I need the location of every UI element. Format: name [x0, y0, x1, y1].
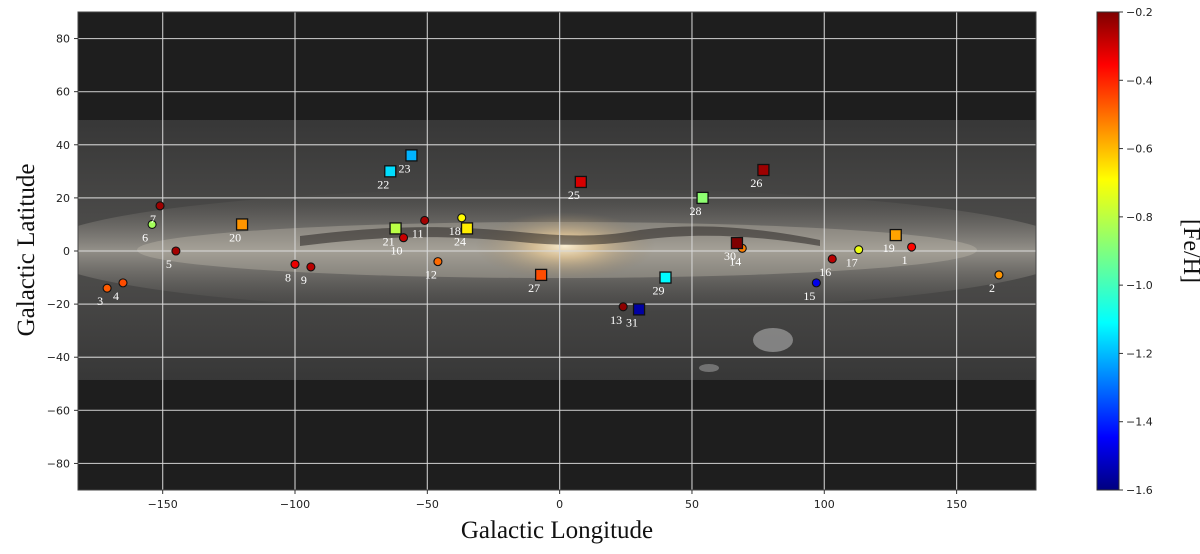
point-label-31: 31	[626, 315, 638, 329]
y-tick-label: 40	[56, 139, 70, 152]
square-marker-25	[574, 175, 587, 189]
point-label-12: 12	[425, 268, 437, 282]
circle-marker-3	[102, 283, 112, 293]
colorbar-tick-label: −1.4	[1126, 416, 1153, 429]
colorbar-tick-label: −0.6	[1126, 143, 1153, 156]
square-marker-27	[534, 268, 548, 282]
point-label-10: 10	[391, 244, 403, 258]
y-tick-label: −60	[47, 404, 70, 417]
x-tick-label: 50	[685, 498, 699, 511]
colorbar-tick-label: −1.2	[1126, 347, 1153, 360]
square-marker-22	[384, 165, 397, 178]
x-tick-label: 100	[814, 498, 835, 511]
point-label-4: 4	[113, 289, 119, 303]
colorbar-tick-label: −1.0	[1126, 279, 1153, 292]
point-label-8: 8	[285, 270, 291, 284]
x-tick-label: 150	[946, 498, 967, 511]
circle-marker-4	[118, 278, 128, 288]
square-marker-20	[235, 218, 249, 231]
circle-marker-5	[171, 246, 181, 256]
point-label-11: 11	[412, 226, 424, 240]
circle-marker-18	[457, 213, 467, 223]
point-label-13: 13	[610, 313, 622, 327]
circle-marker-8	[290, 259, 300, 269]
point-label-14: 14	[729, 254, 741, 268]
point-label-19: 19	[883, 241, 895, 255]
point-label-24: 24	[454, 234, 466, 248]
circle-marker-2	[994, 270, 1004, 280]
colorbar	[1096, 11, 1120, 491]
grid-lines	[78, 12, 1036, 490]
circle-marker-1	[907, 242, 917, 252]
y-tick-label: 20	[56, 192, 70, 205]
point-label-20: 20	[229, 230, 241, 244]
point-label-29: 29	[653, 284, 665, 298]
point-label-22: 22	[377, 177, 389, 191]
point-label-18: 18	[449, 224, 461, 238]
circle-marker-11	[420, 215, 430, 226]
point-label-28: 28	[690, 204, 702, 218]
y-axis-title: Galactic Latitude	[13, 164, 40, 337]
point-label-1: 1	[902, 253, 908, 267]
circle-marker-12	[433, 257, 443, 267]
y-tick-label: 0	[63, 245, 70, 258]
y-tick-label: 80	[56, 33, 70, 46]
square-marker-23	[405, 149, 418, 162]
circle-marker-15	[811, 278, 821, 288]
square-marker-19	[889, 228, 902, 242]
colorbar-title: [Fe/H]	[1178, 219, 1200, 283]
square-marker-28	[696, 191, 709, 205]
x-axis-title: Galactic Longitude	[461, 517, 653, 544]
y-tick-label: −80	[47, 457, 70, 470]
square-marker-31	[632, 303, 646, 316]
square-marker-26	[757, 163, 770, 177]
colorbar-tick-label: −1.6	[1126, 484, 1153, 497]
x-tick-label: −150	[148, 498, 178, 511]
point-label-17: 17	[846, 256, 858, 270]
square-marker-21	[389, 222, 402, 235]
colorbar-ticks: −0.2 −0.4 −0.6 −0.8 −1.0 −1.2 −1.4 −1.6	[1119, 6, 1153, 497]
circle-marker-9	[306, 262, 316, 272]
square-marker-24	[460, 222, 474, 235]
point-label-3: 3	[97, 294, 103, 308]
point-label-9: 9	[301, 273, 307, 287]
circle-marker-17	[854, 245, 864, 255]
x-tick-label: −50	[416, 498, 439, 511]
point-label-23: 23	[398, 161, 410, 175]
point-label-2: 2	[989, 281, 995, 295]
point-label-21: 21	[383, 234, 395, 248]
y-axis-ticks: −80 −60 −40 −20 0 20 40 60 80	[47, 33, 78, 470]
point-label-15: 15	[803, 289, 815, 303]
square-marker-30	[730, 236, 744, 250]
point-label-25: 25	[568, 188, 580, 202]
y-tick-label: −20	[47, 298, 70, 311]
colorbar-tick-label: −0.8	[1126, 211, 1153, 224]
square-marker-29	[659, 271, 672, 284]
point-label-6: 6	[142, 230, 148, 244]
x-tick-label: −100	[280, 498, 310, 511]
x-axis-ticks: −150 −100 −50 0 50 100 150	[148, 490, 967, 511]
circle-marker-16	[827, 254, 837, 264]
circle-marker-10	[398, 233, 409, 243]
point-label-30: 30	[724, 249, 736, 263]
colorbar-tick-label: −0.2	[1126, 6, 1153, 19]
colorbar-tick-label: −0.4	[1126, 74, 1153, 87]
y-tick-label: −40	[47, 351, 70, 364]
circle-marker-7	[155, 201, 165, 211]
point-label-27: 27	[528, 281, 540, 295]
point-label-5: 5	[166, 257, 172, 271]
data-points	[102, 149, 1004, 316]
circle-marker-13	[618, 302, 628, 312]
point-label-7: 7	[150, 212, 156, 226]
point-label-26: 26	[750, 176, 762, 190]
y-tick-label: 60	[56, 86, 70, 99]
point-label-16: 16	[819, 265, 831, 279]
x-tick-label: 0	[556, 498, 563, 511]
circle-marker-6	[147, 219, 157, 229]
